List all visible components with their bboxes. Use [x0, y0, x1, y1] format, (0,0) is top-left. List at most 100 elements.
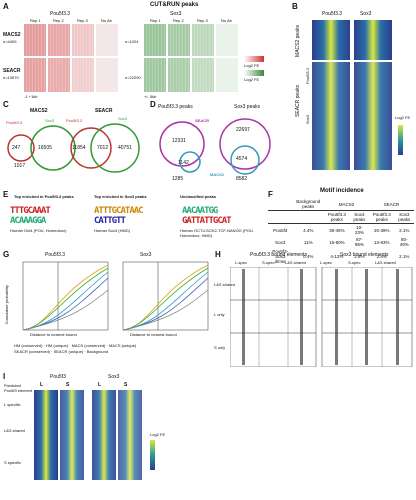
row-macs2-n-sox: n=1024 — [125, 39, 139, 44]
col-rep1: Rep 1 — [30, 18, 41, 23]
th-sub-c: Pou5f3.3 peaks — [369, 210, 395, 224]
heatmap-b-sox-macs2 — [354, 20, 392, 60]
red-scale-label: Log2 FE — [244, 63, 260, 68]
panel-e-h2: Top enriched in Sox3 peaks — [94, 194, 147, 199]
panel-i-r3: S specific — [4, 460, 22, 465]
col-rep3-sox: Rep 3 — [197, 18, 208, 23]
panel-d-v4: 4574 — [236, 156, 248, 162]
heatmap-pou-rep2-macs2 — [48, 24, 70, 56]
panel-b-row-macs2: MACS2 peaks — [295, 25, 301, 57]
red-scale-bar — [244, 56, 264, 62]
motif-5: AACAATGG — [182, 206, 218, 216]
panel-g-legend: HM (conserved) · HM (unique) · MACS (con… — [14, 343, 137, 354]
motif-4: CATTGTT — [94, 216, 126, 226]
panel-h-t1: Pou5f3.3 bound elements — [250, 252, 307, 258]
legend-item: HM (conserved) — [14, 343, 43, 348]
panel-b-sub2: Sox3 — [305, 115, 310, 125]
green-scale-label: Log2 FE — [244, 77, 260, 82]
panel-i-scale-bar — [150, 440, 155, 470]
panel-i-col-l-sox: L — [98, 382, 102, 388]
cell: 11% — [303, 239, 313, 245]
heatmap-i-pou-s — [60, 390, 84, 480]
panel-f-title: Motif incidence — [320, 188, 364, 194]
col-rep1-sox: Rep 1 — [150, 18, 161, 23]
row-macs2: MACS2 — [3, 32, 21, 38]
panel-h-c2-sox: S-spec — [348, 260, 361, 265]
panel-i-ylab: Predicted Pou5f3 element — [4, 383, 33, 393]
col-noab-sox: No Ab — [221, 18, 232, 23]
th-sub-d: Sox3 peaks — [394, 210, 414, 224]
panel-g-ylabel: Cumulative probability — [4, 285, 9, 325]
panel-i-letter: I — [3, 372, 6, 381]
heatmap-b-pou-macs2-fill — [312, 20, 350, 60]
th-seacr: SEACR — [369, 198, 414, 211]
panel-f-letter: F — [268, 190, 273, 199]
cell: 20-38% — [374, 227, 390, 233]
cell: 4-12% — [330, 254, 344, 259]
panel-g-xlabel-2: Distance to nearest bound — [130, 332, 177, 337]
panel-e-letter: E — [3, 190, 9, 199]
row-seacr-n-sox: n=22290 — [125, 75, 141, 80]
cell: 10-23% — [354, 225, 364, 235]
th-bkg: Background peaks — [292, 198, 325, 211]
heatmap-sox-rep2-macs2 — [168, 24, 190, 56]
heatmap-b-sox-seacr — [354, 62, 392, 170]
heatmap-sox-noab-seacr — [216, 58, 238, 92]
panel-h-r3: S only — [214, 345, 226, 350]
heatmap-pou-rep3-macs2 — [72, 24, 94, 56]
cell: 2.8% — [376, 254, 387, 259]
panel-h-c2: S-spec — [262, 260, 275, 265]
th-sub-b: Sox3 peaks — [349, 210, 369, 224]
panel-i-r1: L specific — [4, 402, 21, 407]
motif-3: ATTTGCATAAC — [94, 206, 144, 216]
panel-c-venn — [7, 123, 140, 173]
heatmap-i-sox-s — [118, 390, 142, 480]
motif-incidence-table: Background peaks MACS2 SEACR Pou5f3.3 pe… — [268, 198, 414, 265]
motif-6: GATTATTGCAT — [182, 216, 232, 226]
table-row: Sox3 11% 16-80% 87-98% 13-83% 80-49% — [268, 236, 414, 248]
table-row: Pou5f3-Sox3 dimer 0.4% 4-12% 2.8% 2.8% 2… — [268, 248, 414, 265]
legend-item: SEACR (conserved) — [14, 349, 51, 354]
panel-b-col2: Sox3 — [360, 11, 372, 17]
panel-c-l-only: 247 — [12, 145, 21, 151]
col-rep2-sox: Rep 2 — [173, 18, 184, 23]
panel-i-col-s: S — [66, 382, 70, 388]
panel-a-sox-label: Sox3 — [170, 11, 182, 17]
panel-h-letter: H — [215, 250, 221, 259]
panel-i-col-l: L — [40, 382, 44, 388]
panel-d-v1: 12331 — [172, 138, 186, 144]
heatmap-sox-rep1-seacr — [144, 58, 166, 92]
green-scale-bar — [244, 70, 264, 76]
row-name: Sox3 — [275, 239, 286, 245]
panel-h-r2: L only — [214, 312, 225, 317]
row-seacr-n: n=13970 — [3, 75, 19, 80]
motif-caption-1: Human Oct4 (POU, Homeobox) — [10, 228, 67, 233]
legend-item: Background — [86, 349, 109, 354]
panel-c-pou: Pou5f3.3 — [6, 120, 23, 125]
cell: 2.1% — [399, 254, 410, 259]
panel-i-scale-label: Log2 FE — [150, 432, 166, 437]
panel-d-venn — [159, 118, 271, 175]
heatmap-sox-rep2-seacr — [168, 58, 190, 92]
panel-b-scale-bar — [398, 125, 403, 155]
row-name: Pou5f3-Sox3 dimer — [272, 249, 289, 264]
panel-d-v5: 1285 — [172, 176, 184, 182]
panel-i-r2: L&S shared — [4, 428, 25, 433]
panel-c-sox-right: Sox3 — [118, 116, 128, 121]
heatmap-sox-rep3-macs2 — [192, 24, 214, 56]
motif-1: TTTGCAAAT — [10, 206, 51, 216]
heatmap-pou-noab-macs2 — [96, 24, 118, 56]
panel-b-row-seacr: SEACR peaks — [295, 85, 301, 117]
panel-h-c3: L&S shared — [285, 260, 306, 265]
panel-b-col1: Pou5f3.3 — [322, 11, 343, 17]
heatmap-pou-rep3-seacr — [72, 58, 94, 92]
heatmap-sox-rep3-seacr — [192, 58, 214, 92]
panel-d-v2: 22697 — [236, 127, 250, 133]
panel-d-sox-peaks: Sox3 peaks — [234, 104, 261, 110]
panel-h-t2: Sox3 bound elements — [340, 252, 389, 258]
panel-c-left-title: MACS2 — [30, 108, 48, 114]
legend-item: SEACR (unique) — [53, 349, 84, 354]
col-rep2: Rep 2 — [53, 18, 64, 23]
panel-g-curves — [22, 261, 209, 331]
panel-g-xlabel-1: Distance to nearest bound — [30, 332, 77, 337]
